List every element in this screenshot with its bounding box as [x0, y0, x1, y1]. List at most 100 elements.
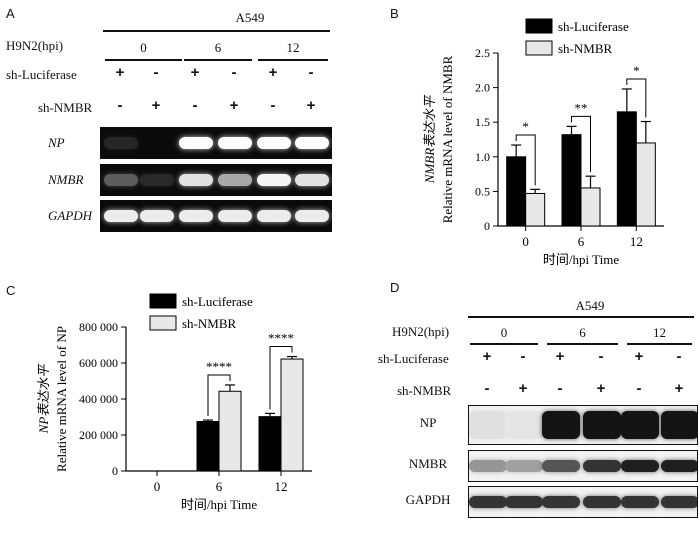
panel-a-sh-luc-sign-5: - — [308, 64, 314, 81]
panel-a-timepoint-line-1 — [184, 59, 252, 61]
y-axis-label-en: Relative mRNA level of NP — [54, 326, 69, 472]
y-tick-label: 0.5 — [475, 184, 490, 198]
legend-label-1: sh-NMBR — [182, 316, 237, 331]
panel-a-band — [295, 210, 329, 222]
panel-b-letter: B — [390, 6, 399, 21]
panel-a-sh-luc-sign-2: + — [190, 64, 200, 81]
panel-d-band — [583, 411, 621, 439]
legend-swatch-1 — [149, 315, 177, 331]
bar-sh-Luciferase — [196, 421, 220, 472]
panel-d-band — [661, 496, 697, 508]
panel-a-sh-luc-label: sh-Luciferase — [6, 67, 77, 82]
y-tick-label: 2.5 — [475, 46, 490, 60]
x-axis-label: 时间/hpi Time — [543, 252, 619, 267]
panel-a-sh-luc-sign-4: + — [268, 64, 278, 81]
panel-a-band — [295, 137, 329, 149]
panel-d-timepoint-line-1 — [547, 343, 618, 345]
y-tick-label: 200 000 — [79, 428, 118, 442]
panel-d-band — [583, 460, 621, 472]
panel-a-band — [140, 174, 174, 186]
panel-a-band — [218, 210, 252, 222]
panel-d-band — [505, 411, 543, 439]
panel-d-sh-nmbr-label: sh-NMBR — [397, 383, 452, 398]
panel-a-letter: A — [6, 6, 15, 21]
panel-d-timepoint-0: 0 — [500, 325, 508, 340]
significance-label: **** — [268, 331, 294, 346]
x-tick-label: 0 — [154, 479, 161, 494]
panel-d-sh-nmbr-sign-5: + — [674, 380, 684, 397]
y-tick-label: 1.0 — [475, 150, 490, 164]
panel-a-timepoint-line-0 — [105, 59, 182, 61]
panel-d-band — [542, 460, 580, 472]
panel-d-band — [469, 496, 507, 508]
panel-a-sh-nmbr-sign-5: + — [306, 97, 316, 114]
bar-sh-Luciferase — [616, 111, 637, 227]
x-axis-label: 时间/hpi Time — [181, 497, 257, 512]
significance-bracket — [515, 134, 536, 186]
panel-a-infection-label: H9N2(hpi) — [6, 38, 64, 53]
panel-d-blot-2 — [468, 486, 698, 518]
y-axis-label-en: Relative mRNA level of NMBR — [440, 55, 455, 223]
panel-d-sh-luc-sign-1: - — [520, 348, 526, 365]
panel-d-band — [542, 411, 580, 439]
panel-d-timepoint-line-2 — [627, 343, 692, 345]
panel-a-cell-line-line — [103, 30, 330, 32]
y-tick-label: 0 — [112, 464, 118, 478]
panel-a-sh-nmbr-sign-3: + — [229, 97, 239, 114]
panel-d-sh-nmbr-sign-4: - — [636, 380, 642, 397]
bar-sh-Luciferase — [561, 134, 582, 227]
panel-d-band — [542, 496, 580, 508]
legend-swatch-0 — [149, 293, 177, 309]
x-tick-label: 12 — [275, 479, 288, 494]
panel-d-sh-nmbr-sign-2: - — [557, 380, 563, 397]
panel-a-gel-label-1: NMBR — [48, 172, 84, 187]
panel-a-sh-luc-sign-1: - — [153, 64, 159, 81]
panel-a-band — [179, 174, 213, 186]
panel-d-band — [621, 460, 659, 472]
panel-d-sh-nmbr-sign-0: - — [484, 380, 490, 397]
panel-a-band — [179, 210, 213, 222]
panel-a-cell-line: A549 — [235, 10, 265, 25]
panel-b-chart: 0 0.5 1.0 1.5 2.0 2.5 0 * 6 ** 12 * 时间/hpi Time NMBR表… — [422, 18, 664, 267]
panel-a-timepoint-2: 12 — [286, 40, 300, 55]
panel-d-timepoint-line-0 — [470, 343, 538, 345]
bar-sh-Luciferase — [506, 156, 527, 227]
panel-a-timepoint-line-2 — [258, 59, 328, 61]
panel-c-chart: 0 200 000 400 000 600 000 800 000 0 6 **** 12 ***… — [36, 293, 312, 512]
panel-d-timepoint-1: 6 — [579, 325, 586, 340]
bar-sh-NMBR — [218, 390, 242, 472]
panel-d-sh-luc-sign-2: + — [555, 348, 565, 365]
x-tick-label: 12 — [630, 234, 643, 249]
panel-d-cell-line: A549 — [575, 298, 605, 313]
panel-d-band — [469, 460, 507, 472]
y-tick-label: 400 000 — [79, 392, 118, 406]
panel-a-band — [140, 210, 174, 222]
panel-d-blot-0 — [468, 405, 698, 445]
panel-d-sh-nmbr-sign-1: + — [518, 380, 528, 397]
significance-label: **** — [206, 359, 232, 374]
panel-c-letter: C — [6, 283, 16, 298]
panel-d-blot-label-1: NMBR — [408, 456, 448, 471]
panel-d-band — [505, 460, 543, 472]
panel-a-band — [295, 174, 329, 186]
panel-d-blot-label-2: GAPDH — [405, 492, 451, 507]
significance-bracket — [571, 115, 591, 173]
legend-label-0: sh-Luciferase — [558, 19, 629, 34]
panel-a-gel-2 — [100, 200, 332, 232]
panel-d-sh-luc-sign-4: + — [634, 348, 644, 365]
panel-d-band — [661, 411, 697, 439]
panel-a-sh-luc-sign-3: - — [231, 64, 237, 81]
legend-swatch-1 — [525, 40, 553, 56]
significance-label: * — [522, 119, 529, 134]
y-tick-label: 600 000 — [79, 356, 118, 370]
y-tick-label: 2.0 — [475, 81, 490, 95]
significance-bracket — [207, 374, 231, 417]
panel-d-sh-luc-sign-0: + — [482, 348, 492, 365]
panel-a-band — [104, 137, 138, 149]
panel-a-band — [218, 174, 252, 186]
panel-a-sh-nmbr-sign-2: - — [192, 97, 198, 114]
panel-d-band — [469, 411, 507, 439]
panel-a-band — [257, 210, 291, 222]
panel-d-sh-nmbr-sign-3: + — [596, 380, 606, 397]
y-tick-label: 1.5 — [475, 115, 490, 129]
